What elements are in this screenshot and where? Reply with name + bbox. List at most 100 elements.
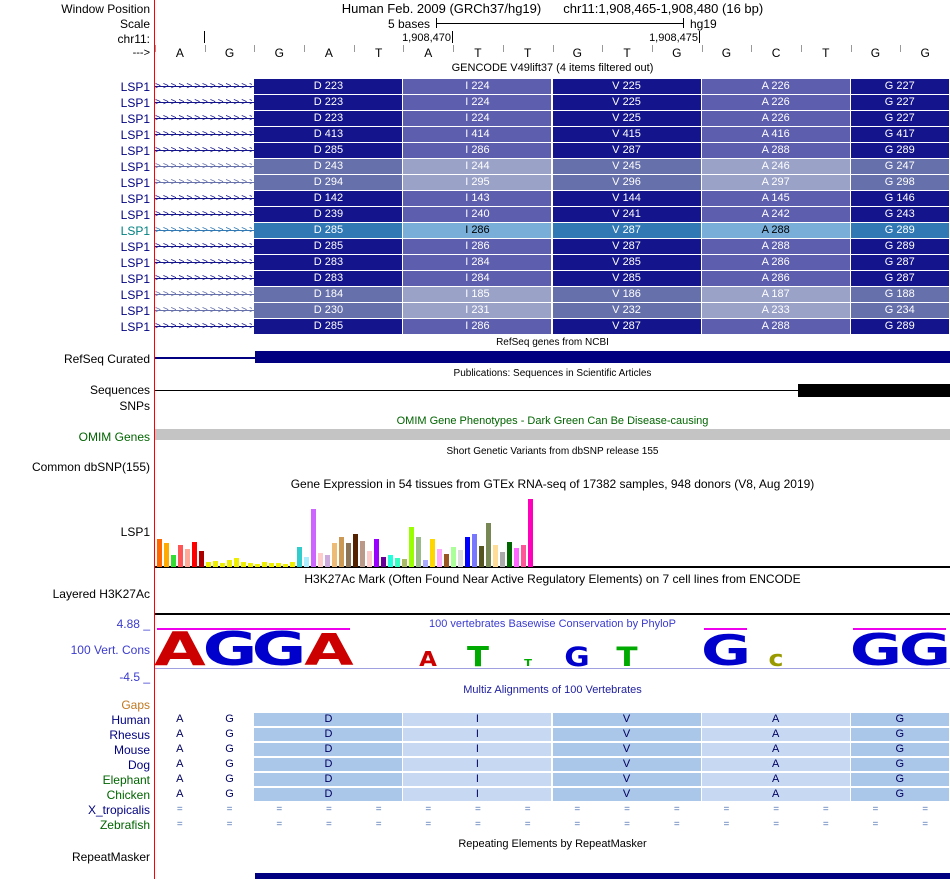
gene-label[interactable]: LSP1 [120, 256, 150, 270]
gtex-bar [374, 539, 379, 567]
gene-label[interactable]: LSP1 [120, 176, 150, 190]
multiz-title[interactable]: Multiz Alignments of 100 Vertebrates [463, 684, 642, 696]
species-label[interactable]: Mouse [113, 743, 150, 757]
codon-block: G 289 [850, 223, 949, 238]
gene-label[interactable]: LSP1 [120, 144, 150, 158]
codon-block: G 287 [850, 255, 949, 270]
base-letter: A [324, 46, 333, 60]
gene-label[interactable]: LSP1 [120, 160, 150, 174]
gtex-bar [493, 545, 498, 567]
species-label[interactable]: Rhesus [109, 728, 150, 742]
snps-label[interactable]: SNPs [119, 399, 150, 413]
ruler-base-tick [751, 45, 753, 52]
omim-genes-label[interactable]: OMIM Genes [78, 430, 150, 444]
gene-label[interactable]: LSP1 [120, 112, 150, 126]
gene-label[interactable]: LSP1 [120, 320, 150, 334]
conservation-track-label[interactable]: 100 Vert. Cons [70, 643, 150, 657]
codon-block: D 413 [254, 127, 403, 142]
alignment-gap-mark: = [723, 819, 730, 830]
codon-block: A 288 [701, 239, 850, 254]
aligned-codon-block: I [403, 728, 552, 741]
gene-label[interactable]: LSP1 [120, 288, 150, 302]
gene-label[interactable]: LSP1 [120, 128, 150, 142]
base-letter: T [623, 46, 631, 60]
omim-gene-bar[interactable] [155, 429, 950, 440]
aligned-codon-block: I [403, 788, 552, 801]
refseq-title[interactable]: RefSeq genes from NCBI [496, 337, 609, 348]
sequences-label[interactable]: Sequences [89, 383, 150, 397]
species-label[interactable]: Dog [127, 758, 150, 772]
scale-bracket-line [436, 23, 684, 24]
gtex-gene-label[interactable]: LSP1 [120, 525, 150, 539]
base-letter: G [224, 46, 235, 60]
gtex-title[interactable]: Gene Expression in 54 tissues from GTEx … [290, 477, 815, 491]
refseq-exon-bar[interactable] [255, 351, 950, 363]
species-label[interactable]: Elephant [102, 773, 150, 787]
codon-block: V 232 [552, 303, 701, 318]
alignment-gap-mark: = [624, 819, 630, 830]
h3k27ac-label[interactable]: Layered H3K27Ac [52, 587, 150, 601]
dbsnp-title[interactable]: Short Genetic Variants from dbSNP releas… [446, 446, 659, 457]
gene-label[interactable]: LSP1 [120, 192, 150, 206]
gtex-bar [458, 550, 463, 567]
gtex-bar [472, 534, 477, 567]
gene-label[interactable]: LSP1 [120, 96, 150, 110]
omim-title[interactable]: OMIM Gene Phenotypes - Dark Green Can Be… [396, 415, 709, 427]
codon-block: A 286 [701, 255, 850, 270]
dbsnp-label[interactable]: Common dbSNP(155) [31, 460, 150, 474]
gtex-expression-chart[interactable] [155, 497, 950, 567]
alignment-gap-mark: = [326, 804, 332, 815]
gene-label[interactable]: LSP1 [120, 80, 150, 94]
gene-label[interactable]: LSP1 [120, 208, 150, 222]
publications-title[interactable]: Publications: Sequences in Scientific Ar… [453, 368, 652, 379]
aligned-codon-block: V [552, 743, 701, 756]
species-label[interactable]: Zebrafish [99, 818, 150, 832]
alignment-row[interactable]: = = = = = = = = = = = = = = = = [155, 817, 950, 832]
species-label[interactable]: X_tropicalis [87, 803, 150, 817]
bottom-track-bar[interactable] [255, 873, 950, 879]
gene-label[interactable]: LSP1 [120, 304, 150, 318]
refseq-curated-label[interactable]: RefSeq Curated [63, 352, 150, 366]
aligned-codon-block: G [850, 788, 949, 801]
aligned-codon-block: A [701, 773, 850, 786]
gene-label[interactable]: LSP1 [120, 224, 150, 238]
species-label[interactable]: Chicken [106, 788, 150, 802]
species-label[interactable]: Human [111, 713, 150, 727]
h3k27ac-title[interactable]: H3K27Ac Mark (Often Found Near Active Re… [304, 572, 801, 586]
conservation-title[interactable]: 100 vertebrates Basewise Conservation by… [428, 618, 677, 630]
gene-label[interactable]: LSP1 [120, 240, 150, 254]
repeatmasker-label[interactable]: RepeatMasker [71, 850, 150, 864]
gtex-bar [507, 542, 512, 567]
sequences-item-bar[interactable] [798, 384, 950, 397]
gaps-label[interactable]: Gaps [121, 698, 150, 712]
alignment-row[interactable]: = = = = = = = = = = = = = = = = [155, 802, 950, 817]
logo-letter: c [768, 646, 784, 672]
aligned-codon-block: D [254, 713, 403, 726]
gencode-title[interactable]: GENCODE V49lift37 (4 items filtered out) [451, 62, 654, 74]
repeatmasker-title[interactable]: Repeating Elements by RepeatMasker [458, 838, 647, 850]
ruler-base-tick [651, 45, 653, 52]
gene-label[interactable]: LSP1 [120, 272, 150, 286]
